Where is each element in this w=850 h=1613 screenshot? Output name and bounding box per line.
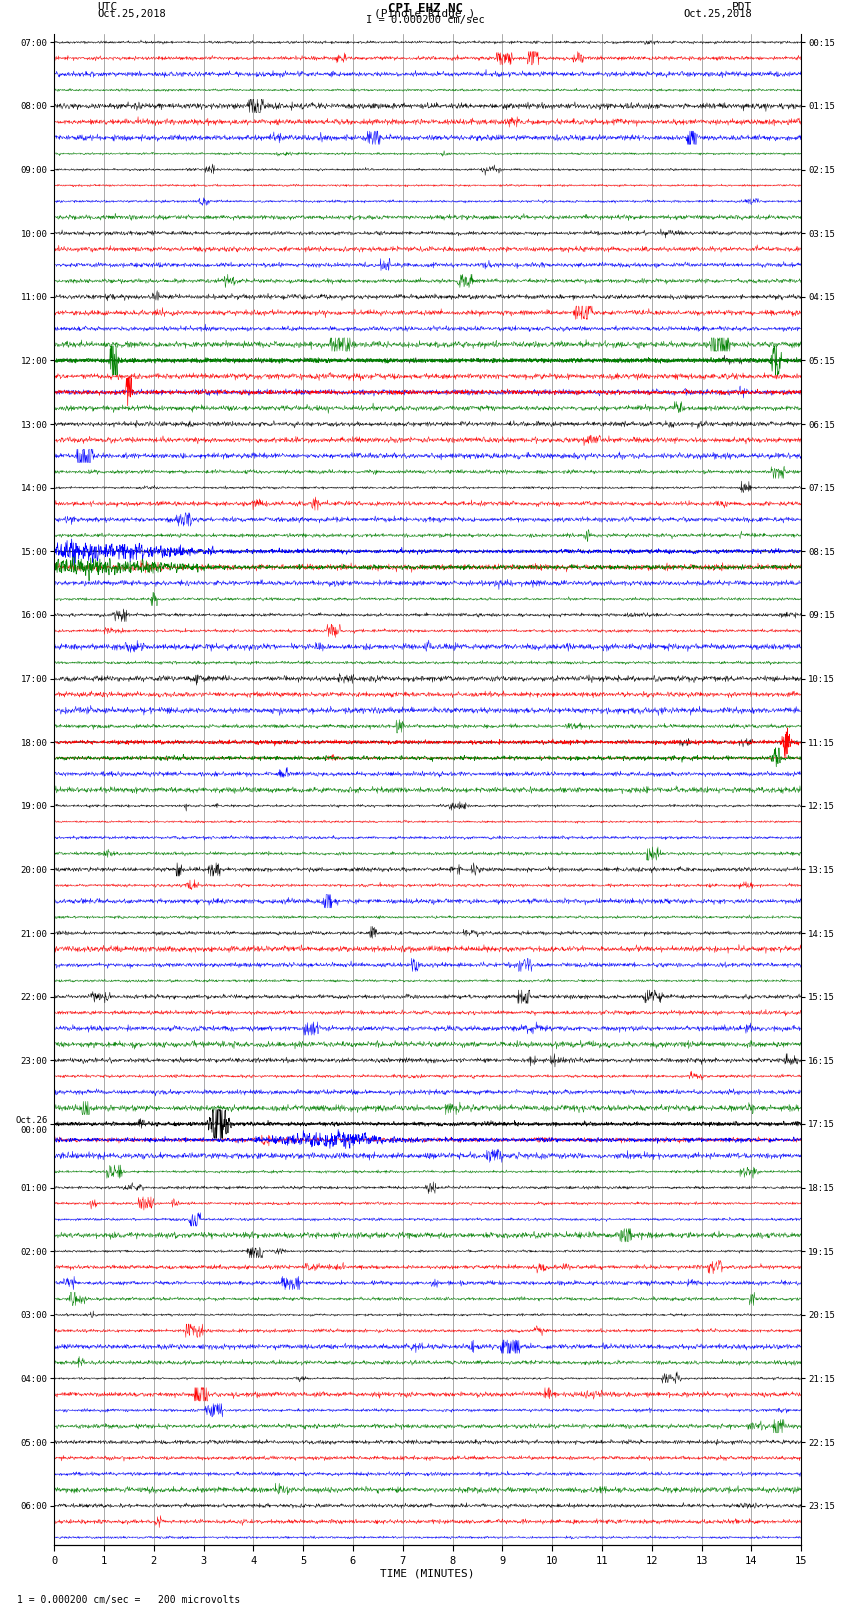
X-axis label: TIME (MINUTES): TIME (MINUTES) [381,1569,475,1579]
Text: UTC: UTC [98,3,118,13]
Text: I = 0.000200 cm/sec: I = 0.000200 cm/sec [366,16,484,26]
Text: Oct.25,2018: Oct.25,2018 [98,10,167,19]
Text: PDT: PDT [732,3,752,13]
Text: CPI EHZ NC: CPI EHZ NC [388,3,462,16]
Text: 1 = 0.000200 cm/sec =   200 microvolts: 1 = 0.000200 cm/sec = 200 microvolts [17,1595,241,1605]
Text: Oct.25,2018: Oct.25,2018 [683,10,752,19]
Text: (Pinole Ridge ): (Pinole Ridge ) [374,10,476,19]
